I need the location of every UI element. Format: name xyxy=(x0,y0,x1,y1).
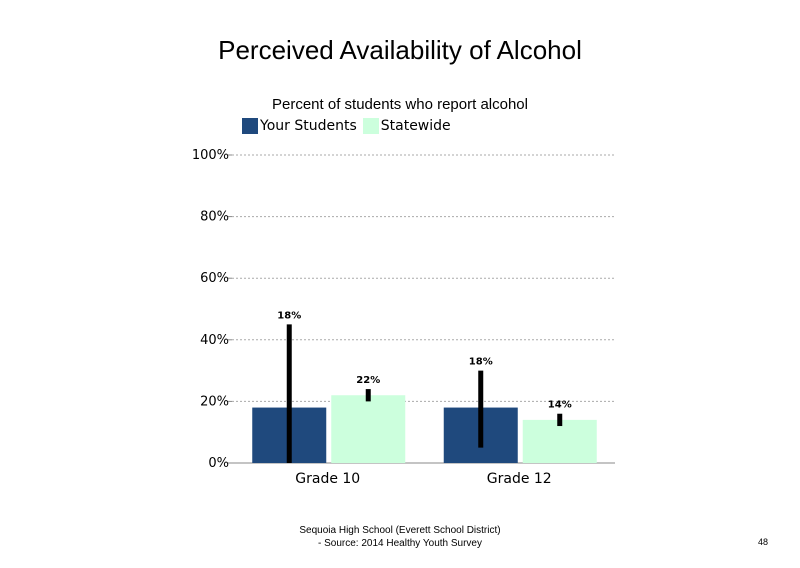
y-tick-label: 80% xyxy=(200,210,229,225)
page-number: 48 xyxy=(758,537,769,547)
y-tick-label: 20% xyxy=(200,394,229,409)
legend-swatch-statewide xyxy=(362,118,379,134)
x-tick-label: Grade 12 xyxy=(487,471,552,487)
legend-item-your-students: Your Students xyxy=(242,118,357,134)
footer: Sequoia High School (Everett School Dist… xyxy=(200,524,600,550)
legend-swatch-your-students xyxy=(242,118,258,134)
y-tick-label: 60% xyxy=(200,271,229,286)
bar xyxy=(331,395,406,463)
data-label: 22% xyxy=(356,375,380,386)
chart-title: Perceived Availability of Alcohol xyxy=(218,35,582,65)
chart-subtitle: Percent of students who report alcohol xyxy=(272,96,528,113)
x-tick-label: Grade 10 xyxy=(295,471,360,487)
footer-source: - Source: 2014 Healthy Youth Survey xyxy=(318,538,482,549)
bar xyxy=(522,419,597,463)
data-label: 18% xyxy=(469,357,493,368)
legend-item-statewide: Statewide xyxy=(362,118,451,134)
legend-label-statewide: Statewide xyxy=(380,118,451,134)
legend-label-your-students: Your Students xyxy=(260,118,357,134)
y-tick-label: 40% xyxy=(200,333,229,348)
chart-legend: Your Students Statewide xyxy=(242,118,457,134)
y-tick-label: 0% xyxy=(208,456,229,471)
footer-school: Sequoia High School (Everett School Dist… xyxy=(299,525,501,536)
y-tick-label: 100% xyxy=(192,148,229,163)
data-label: 14% xyxy=(548,400,572,411)
data-label: 18% xyxy=(277,310,301,321)
